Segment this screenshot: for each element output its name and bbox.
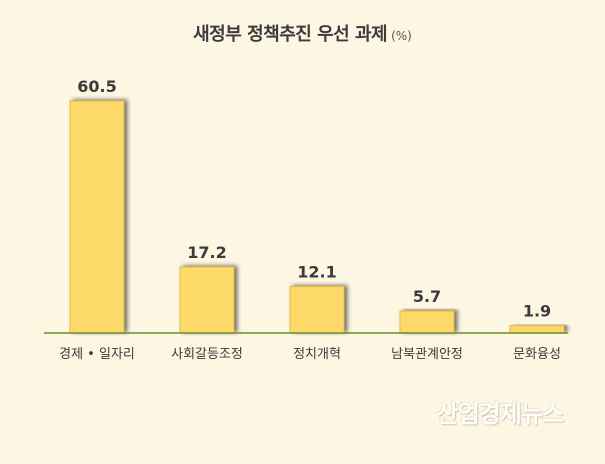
category-labels-layer: 경제 • 일자리 사회갈등조정 정치개혁 남북관계안정 문화융성 bbox=[59, 347, 561, 362]
value-label-3: 12.1 bbox=[297, 263, 336, 282]
bar-4 bbox=[399, 310, 455, 334]
chart-title: 새정부 정책추진 우선 과제 (%) bbox=[0, 20, 605, 46]
chart-unit: (%) bbox=[391, 29, 412, 43]
category-label-5: 문화융성 bbox=[513, 347, 561, 362]
bar-1 bbox=[69, 100, 125, 334]
bar-3 bbox=[289, 286, 345, 334]
chart-title-text: 새정부 정책추진 우선 과제 bbox=[193, 24, 388, 45]
bar-2 bbox=[179, 266, 235, 334]
watermark-logo: 산업경제뉴스 bbox=[436, 400, 564, 428]
value-label-2: 17.2 bbox=[187, 243, 226, 262]
value-label-1: 60.5 bbox=[77, 77, 116, 96]
category-label-3: 정치개혁 bbox=[293, 347, 341, 362]
bar-5 bbox=[509, 325, 565, 334]
category-label-4: 남북관계안정 bbox=[391, 347, 463, 362]
category-label-2: 사회갈등조정 bbox=[171, 347, 243, 362]
value-labels-layer: 60.5 17.2 12.1 5.7 1.9 bbox=[77, 77, 551, 321]
category-label-1: 경제 • 일자리 bbox=[59, 347, 135, 362]
bars-layer bbox=[69, 100, 565, 334]
value-label-5: 1.9 bbox=[523, 302, 551, 321]
value-label-4: 5.7 bbox=[413, 287, 441, 306]
